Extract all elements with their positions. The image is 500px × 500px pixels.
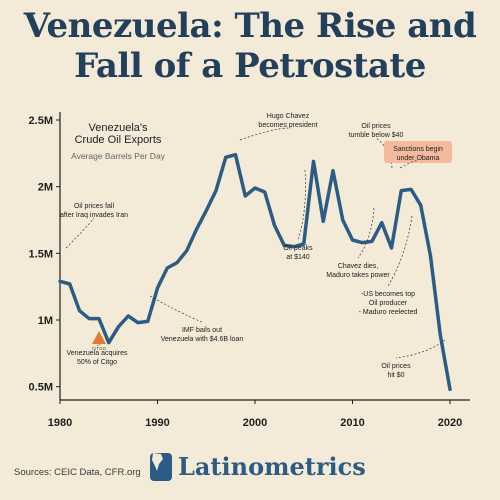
data-point (371, 240, 373, 243)
y-tick-label: 2.5M (29, 115, 53, 127)
brand-logo: Latinometrics (150, 452, 366, 481)
data-point (205, 209, 208, 212)
data-point (78, 309, 81, 312)
data-point (293, 245, 295, 248)
annotation-connector (399, 160, 419, 169)
data-point (98, 317, 100, 320)
citgo-logo-text: CITGO (92, 346, 107, 351)
chart-title: Venezuela's Crude Oil Exports (75, 122, 162, 146)
data-point (117, 325, 120, 328)
data-point (361, 241, 364, 244)
annotation-label: Sanctions begin under Obama (393, 146, 443, 162)
data-point (107, 341, 110, 344)
data-point (283, 244, 286, 247)
annotation-label: Venezuela acquires 50% of Citgo (66, 350, 128, 366)
data-point (185, 249, 188, 252)
south-america-map-icon (150, 452, 172, 481)
page-title: Venezuela: The Rise and Fall of a Petros… (0, 6, 500, 86)
annotation-connector (395, 339, 446, 359)
data-point (146, 320, 149, 323)
data-point (322, 220, 325, 223)
y-tick-label: 0.5M (29, 382, 53, 394)
data-point (341, 219, 344, 221)
x-tick-label: 2020 (438, 417, 462, 429)
data-point (88, 317, 91, 320)
annotation-connector (375, 137, 393, 169)
x-tick-label: 2010 (340, 417, 364, 429)
data-point (137, 321, 139, 324)
x-tick-label: 1980 (48, 417, 72, 429)
annotation-connector (297, 169, 306, 241)
data-point (449, 388, 451, 391)
data-point (273, 224, 276, 227)
annotation-label: Oil prices hit $0 (381, 363, 411, 379)
data-point (127, 315, 130, 317)
y-tick-label: 1M (38, 315, 53, 327)
data-point (244, 195, 247, 197)
data-point (254, 187, 256, 189)
annotation-connector (65, 217, 95, 249)
sources-text: Sources: CEIC Data, CFR.org (14, 467, 141, 478)
data-point (166, 267, 169, 269)
data-point (215, 189, 217, 192)
annotation-label: Chavez dies, Maduro takes power (326, 263, 390, 279)
y-tick-label: 1.5M (29, 248, 53, 260)
data-point (59, 280, 61, 283)
data-point (390, 247, 393, 249)
x-tick-label: 2000 (243, 417, 267, 429)
title-line-2: Fall of a Petrostate (74, 46, 426, 86)
annotation-label: IMF bails out Venezuela with $4.6B loan (161, 327, 244, 343)
citgo-triangle-icon (92, 331, 106, 344)
annotation-label: Hugo Chavez becomes president (258, 113, 317, 129)
annotation-label: Oil prices fall after Iraq invades Iran (60, 203, 128, 219)
data-point (351, 239, 354, 241)
data-point (429, 255, 432, 257)
annotation-connector (239, 127, 289, 141)
data-point (263, 191, 266, 193)
data-point (68, 283, 71, 285)
chart-subtitle: Average Barrels Per Day (71, 151, 166, 161)
x-tick-label: 1990 (145, 417, 169, 429)
brand-name: Latinometrics (178, 452, 366, 481)
annotation-connector (149, 295, 203, 323)
data-point (332, 169, 334, 172)
annotation-connector (357, 207, 375, 259)
data-point (410, 188, 412, 191)
sanctions-highlight-box (384, 141, 452, 163)
data-point (380, 221, 383, 224)
data-point (419, 204, 422, 207)
data-point (439, 333, 442, 336)
y-tick-label: 2M (38, 182, 53, 194)
annotation-label: -US becomes top Oil producer - Maduro reel… (359, 291, 418, 316)
data-point (400, 189, 403, 192)
data-point (312, 160, 315, 163)
data-point (234, 153, 237, 156)
title-line-1: Venezuela: The Rise and (23, 6, 477, 46)
data-point (224, 156, 227, 159)
annotation-label: Oil prices tumble below $40 (349, 123, 404, 139)
data-point (156, 287, 159, 289)
data-point (302, 243, 305, 245)
annotation-label: Oil peaks at $140 (283, 245, 313, 261)
data-point (195, 228, 198, 231)
annotation-connector (387, 215, 413, 287)
data-point (176, 261, 178, 264)
